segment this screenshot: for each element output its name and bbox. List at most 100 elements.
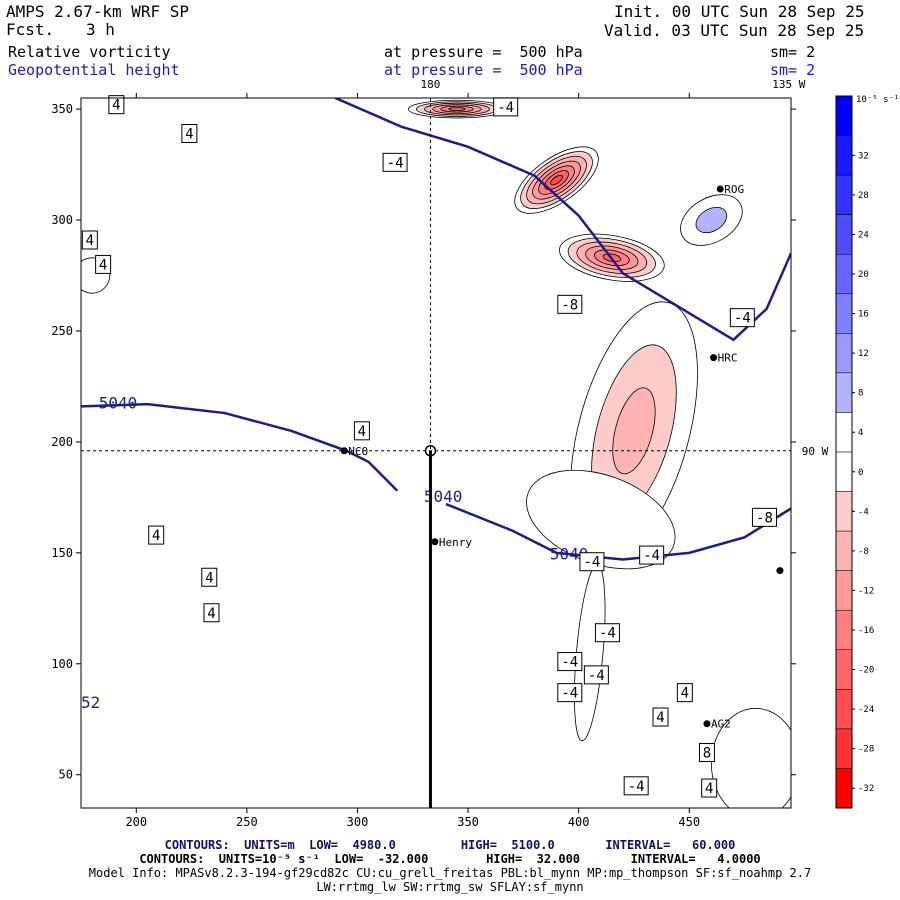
vorticity-label: 4	[95, 254, 112, 274]
station-marker	[710, 354, 718, 362]
y-tick-label: 300	[51, 213, 73, 227]
forecast-label: Fcst.	[6, 20, 55, 39]
height-label: 52	[81, 693, 100, 712]
colorbar-swatch	[835, 649, 853, 690]
vorticity-label: -8	[751, 507, 777, 527]
station-marker	[431, 538, 439, 546]
y-tick-label: 150	[51, 546, 73, 560]
colorbar-tick-label: 24	[858, 230, 869, 240]
vorticity-label-box	[557, 683, 583, 703]
field2-smoothing: sm= 2	[770, 61, 816, 79]
vorticity-label: 4	[148, 525, 165, 545]
vorticity-label-box	[108, 95, 125, 115]
vorticity-label-text: -4	[561, 686, 578, 702]
vorticity-label-box	[698, 743, 715, 763]
station-marker	[703, 720, 711, 728]
station-label: AG2	[711, 718, 731, 731]
colorbar-tick-label: 28	[858, 191, 869, 201]
height-label: 5040	[99, 394, 138, 413]
vorticity-label: 4	[676, 683, 693, 703]
colorbar-tick-label: -32	[858, 784, 874, 794]
height-contour-5040-0	[81, 402, 399, 492]
station-label: HRC	[718, 352, 738, 365]
vorticity-label: -4	[594, 623, 620, 643]
vorticity-label: -4	[583, 665, 609, 685]
colorbar-tick-label: -28	[858, 745, 874, 755]
colorbar-tick-label: -8	[858, 547, 869, 557]
vorticity-label: -4	[579, 552, 605, 572]
colorbar-tick-label: 16	[858, 310, 869, 320]
station-label: NCO	[348, 445, 368, 458]
vorticity-label-text: 8	[703, 746, 711, 762]
colorbar-swatch	[835, 689, 853, 730]
vorticity-label-box	[181, 124, 198, 143]
height-label: 5040	[550, 545, 589, 564]
colorbar-tick-label: 20	[858, 270, 869, 280]
vorticity-label: -4	[623, 776, 649, 796]
vorticity-contour-1-7	[550, 174, 563, 186]
vorticity-label-box	[729, 308, 755, 328]
colorbar-swatch	[835, 491, 853, 532]
field1-smoothing: sm= 2	[770, 43, 816, 61]
colorbar-swatch	[835, 174, 853, 215]
colorbar-swatch	[835, 135, 853, 176]
vorticity-label-text: -4	[387, 155, 404, 171]
vorticity-label-box	[676, 683, 693, 703]
vorticity-label-text: -8	[756, 510, 773, 526]
y-tick-label: 250	[51, 324, 73, 338]
vorticity-label: 4	[353, 421, 370, 441]
field1-level: at pressure = 500 hPa	[384, 43, 583, 61]
colorbar-swatch	[835, 214, 853, 255]
vorticity-label-text: -4	[643, 548, 660, 564]
vorticity-label: -4	[382, 152, 408, 172]
station-marker	[340, 447, 348, 455]
model-info-line: Model Info: MPASv8.2.3-194-gf29cd82c CU:…	[88, 866, 812, 880]
colorbar-tick-label: -4	[858, 507, 869, 517]
vorticity-label-box	[95, 254, 112, 274]
station-label: Henry	[439, 536, 472, 549]
meridian-label: 90 W	[802, 445, 829, 458]
y-tick-label: 350	[51, 102, 73, 116]
vorticity-contour-0-6	[448, 107, 466, 111]
vorticity-label-text: 4	[207, 606, 215, 622]
vorticity-label-box	[701, 778, 718, 798]
vorticity-label-text: -4	[561, 655, 578, 671]
colorbar-swatch	[835, 372, 853, 413]
y-tick-label: 50	[59, 768, 73, 782]
vorticity-label-text: -4	[497, 100, 514, 116]
vorticity-label-box	[353, 421, 370, 441]
field2-name: Geopotential height	[8, 61, 180, 79]
field2-level: at pressure = 500 hPa	[384, 61, 583, 79]
station-label: ROG	[724, 183, 744, 196]
vorticity-label-box	[201, 567, 218, 587]
vorticity-label: -4	[557, 652, 583, 672]
vorticity-label: -4	[493, 97, 519, 117]
vorticity-label-text: 4	[152, 528, 160, 544]
vorticity-label: -4	[639, 545, 665, 565]
vorticity-label: 4	[203, 603, 220, 623]
vorticity-label-box	[382, 152, 408, 172]
vorticity-label: 4	[652, 707, 669, 727]
colorbar-swatch	[835, 333, 853, 374]
vorticity-label-text: 4	[358, 424, 366, 440]
valid-time: Valid. 03 UTC Sun 28 Sep 25	[604, 21, 865, 40]
vorticity-label-box	[751, 507, 777, 527]
vorticity-label: -4	[729, 308, 755, 328]
colorbar-swatch	[835, 253, 853, 295]
station-marker	[776, 567, 784, 575]
colorbar-swatch	[835, 609, 853, 651]
vorticity-label-box	[148, 525, 165, 545]
vorticity-label-text: 4	[681, 686, 689, 702]
x-tick-label: 300	[347, 815, 369, 829]
x-tick-label: 200	[125, 815, 147, 829]
vorticity-label-box	[623, 776, 649, 796]
colorbar-tick-label: 8	[858, 389, 863, 399]
colorbar-frame	[835, 95, 853, 809]
y-tick-label: 200	[51, 435, 73, 449]
vorticity-label-box	[652, 707, 669, 727]
vorticity-label-box	[81, 230, 98, 250]
x-tick-label: 250	[236, 815, 258, 829]
height-label: 5040	[424, 487, 463, 506]
meridian-label: 180	[421, 78, 441, 91]
vorticity-label-box	[639, 545, 665, 565]
